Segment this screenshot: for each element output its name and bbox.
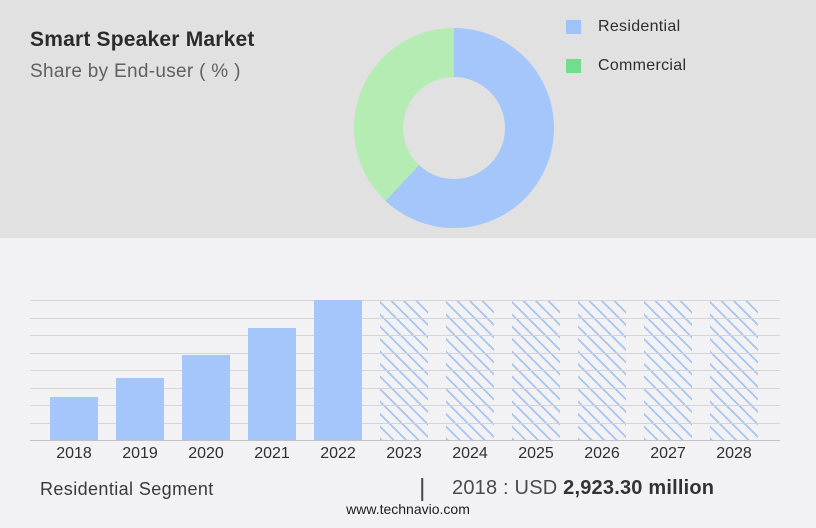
- x-axis-label: 2022: [320, 445, 356, 462]
- footer-separator: |: [419, 474, 426, 502]
- x-axis-label: 2025: [518, 445, 554, 462]
- gridline: [30, 370, 780, 371]
- segment-label: Residential Segment: [40, 479, 214, 499]
- value-annotation: 2018 : USD 2,923.30 million: [452, 477, 714, 500]
- gridline: [30, 405, 780, 406]
- legend-item-residential: Residential: [566, 18, 686, 36]
- bar-2018: [50, 397, 98, 440]
- gridline: [30, 422, 780, 424]
- x-axis-label: 2023: [386, 445, 422, 462]
- legend-swatch: [566, 59, 581, 73]
- x-axis-label: 2026: [584, 445, 620, 462]
- gridline: [30, 352, 780, 354]
- x-axis-label: 2021: [254, 445, 290, 462]
- x-axis-label: 2024: [452, 445, 488, 462]
- bar-chart-plot: [30, 300, 780, 441]
- bar-chart-section: 2018 2019 2020 2021 2022 2023 2024 2025 2026 2027…: [0, 238, 816, 528]
- website-link[interactable]: www.technavio.com: [346, 501, 470, 517]
- x-axis-label: 2020: [188, 445, 224, 462]
- bar-2019: [116, 378, 164, 440]
- gridline: [30, 387, 780, 389]
- x-axis-label: 2027: [650, 445, 686, 462]
- x-axis-label: 2018: [56, 445, 92, 462]
- title-block: Smart Speaker Market Share by End-user (…: [30, 28, 255, 83]
- bar-2021: [248, 328, 296, 440]
- legend-label: Commercial: [598, 57, 687, 74]
- donut-chart: [354, 28, 554, 228]
- page-subtitle: Share by End-user ( % ): [30, 61, 241, 82]
- legend-item-commercial: Commercial: [566, 57, 686, 75]
- page-title: Smart Speaker Market: [30, 28, 255, 51]
- donut-hole: [403, 77, 505, 179]
- gridline: [30, 335, 780, 336]
- legend-swatch: [566, 20, 581, 34]
- gridline: [30, 317, 780, 319]
- legend: Residential Commercial: [566, 18, 686, 96]
- bar-2020: [182, 354, 230, 440]
- x-axis-label: 2028: [716, 445, 752, 462]
- value-bold: 2,923.30 million: [563, 477, 715, 499]
- x-axis-labels: 2018 2019 2020 2021 2022 2023 2024 2025 2026 2027…: [50, 445, 758, 463]
- legend-label: Residential: [598, 18, 681, 35]
- gridline: [30, 300, 780, 301]
- x-axis-label: 2019: [122, 445, 158, 462]
- bar-2022: [314, 300, 362, 440]
- top-panel: Smart Speaker Market Share by End-user (…: [0, 0, 816, 238]
- value-prefix: 2018 : USD: [452, 477, 564, 499]
